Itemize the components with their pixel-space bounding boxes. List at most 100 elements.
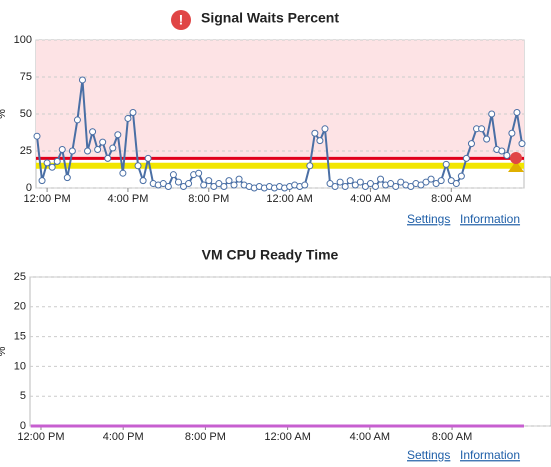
data-point — [230, 181, 238, 189]
data-point — [109, 144, 117, 152]
end-icons — [508, 152, 524, 172]
x-tick-label: 12:00 AM — [264, 431, 310, 443]
data-point — [185, 180, 193, 188]
link[interactable]: Information — [460, 212, 520, 226]
data-point — [326, 180, 334, 188]
alert-icon — [171, 10, 191, 30]
x-tick-label: 12:00 PM — [17, 431, 64, 443]
data-point — [220, 183, 228, 191]
data-point — [356, 178, 364, 186]
data-point — [488, 110, 496, 118]
plot-area — [29, 276, 551, 427]
data-point — [311, 129, 319, 137]
y-tick-label: 100 — [14, 34, 32, 46]
x-tick-label: 8:00 PM — [185, 431, 226, 443]
data-point — [68, 147, 76, 155]
data-point — [341, 183, 349, 191]
data-point — [321, 125, 329, 133]
data-point — [174, 178, 182, 186]
data-point — [351, 181, 359, 189]
data-point — [306, 162, 314, 170]
data-point — [361, 183, 369, 191]
data-point — [205, 177, 213, 185]
data-point — [180, 183, 188, 191]
y-tick-label: 15 — [14, 331, 26, 343]
data-point — [139, 177, 147, 185]
data-point — [195, 169, 203, 177]
y-tick-label: 75 — [20, 71, 32, 83]
data-point — [78, 76, 86, 84]
x-tick-label: 12:00 PM — [24, 193, 71, 205]
data-point — [316, 137, 324, 145]
chart-title: Signal Waits Percent — [201, 10, 339, 26]
x-tick-label: 8:00 PM — [188, 193, 229, 205]
data-point — [432, 180, 440, 188]
data-point — [129, 109, 137, 117]
data-point — [503, 151, 511, 159]
data-point — [58, 146, 66, 154]
critical-icon — [510, 152, 522, 164]
alert-icon-mark: ! — [179, 12, 184, 28]
data-point — [397, 178, 405, 186]
x-tick-label: 8:00 AM — [432, 431, 472, 443]
y-tick-label: 10 — [14, 360, 26, 372]
data-point — [114, 131, 122, 139]
data-point — [407, 183, 415, 191]
data-point — [498, 147, 506, 155]
data-point — [377, 175, 385, 183]
data-point — [462, 154, 470, 162]
data-point — [169, 171, 177, 179]
y-tick-label: 25 — [14, 271, 26, 283]
data-point — [84, 147, 92, 155]
data-point — [210, 183, 218, 191]
data-point — [331, 183, 339, 191]
y-tick-label: 50 — [20, 108, 32, 120]
link[interactable]: Settings — [407, 212, 450, 226]
data-point — [371, 183, 379, 191]
data-point — [38, 177, 46, 185]
data-point — [518, 140, 526, 148]
data-point — [48, 163, 56, 171]
data-point — [387, 180, 395, 188]
x-tick-label: 4:00 PM — [107, 193, 148, 205]
data-point — [99, 138, 107, 146]
data-point — [43, 159, 51, 167]
data-point — [134, 162, 142, 170]
data-point — [452, 180, 460, 188]
data-point — [336, 178, 344, 186]
link[interactable]: Settings — [407, 448, 450, 462]
x-tick-label: 12:00 AM — [266, 193, 312, 205]
data-point — [89, 128, 97, 136]
data-point — [73, 116, 81, 124]
y-tick-label: 20 — [14, 301, 26, 313]
x-tick-label: 4:00 PM — [103, 431, 144, 443]
link[interactable]: Information — [460, 448, 520, 462]
data-point — [427, 175, 435, 183]
y-axis-label: % — [0, 346, 8, 356]
y-tick-label: 25 — [20, 145, 32, 157]
data-point — [457, 172, 465, 180]
data-point — [63, 174, 71, 182]
data-point — [442, 160, 450, 168]
data-point — [235, 175, 243, 183]
data-point — [301, 181, 309, 189]
data-point — [200, 181, 208, 189]
data-point — [33, 132, 41, 140]
data-point — [215, 180, 223, 188]
data-point — [392, 183, 400, 191]
y-axis-label: % — [0, 109, 8, 119]
data-point — [447, 177, 455, 185]
data-point — [346, 177, 354, 185]
y-tick-label: 0 — [26, 182, 32, 194]
data-point — [417, 181, 425, 189]
data-point — [53, 157, 61, 165]
chart-title: VM CPU Ready Time — [202, 247, 339, 263]
x-tick-label: 4:00 AM — [350, 431, 390, 443]
data-point — [94, 146, 102, 154]
data-point — [508, 129, 516, 137]
data-point — [164, 183, 172, 191]
y-tick-label: 0 — [20, 420, 26, 432]
data-point — [437, 177, 445, 185]
data-point — [366, 180, 374, 188]
